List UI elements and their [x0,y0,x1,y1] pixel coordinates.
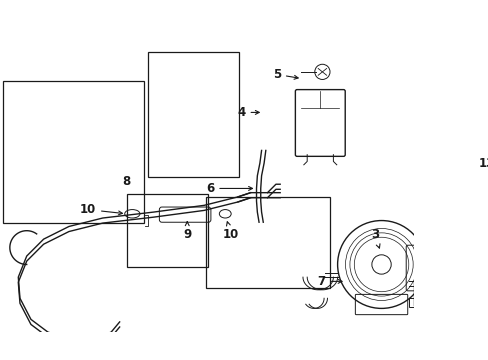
Text: 12: 12 [0,359,1,360]
Text: 10: 10 [80,203,122,216]
Text: 10: 10 [223,222,239,242]
Bar [127,194,207,267]
Bar [148,52,239,177]
Text: 7: 7 [317,275,341,288]
Text: 13: 13 [478,157,488,170]
Text: 6: 6 [205,182,252,195]
Text: 5: 5 [272,68,298,81]
Text: 11: 11 [0,359,1,360]
Text: 3: 3 [370,228,379,248]
Bar [3,81,143,222]
Text: 1: 1 [0,359,1,360]
Text: 9: 9 [183,222,191,242]
Text: 8: 8 [122,175,130,188]
Text: 2: 2 [0,359,1,360]
Text: 4: 4 [237,106,259,119]
Bar [205,197,329,288]
Bar [408,298,418,307]
